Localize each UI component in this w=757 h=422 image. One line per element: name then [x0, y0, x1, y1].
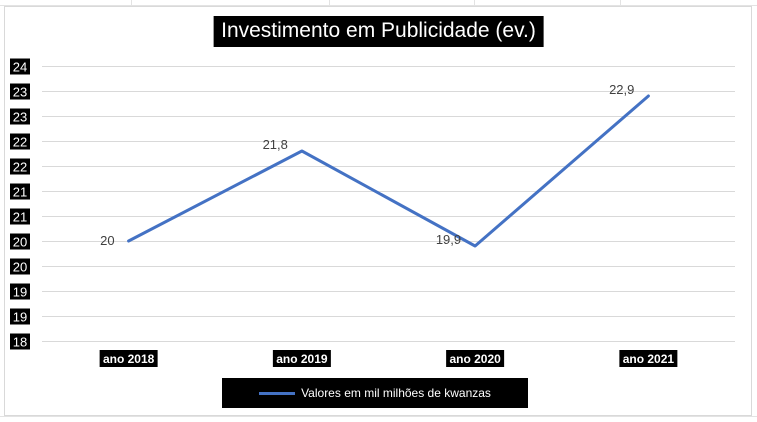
data-label: 22,9	[609, 82, 634, 97]
y-tick-label-bg	[10, 83, 30, 100]
legend-entry: Valores em mil milhões de kwanzas	[301, 386, 491, 400]
chart-title: Investimento em Publicidade (ev.)	[213, 16, 544, 47]
y-tick: 21	[10, 208, 30, 225]
y-tick-label: 19	[13, 310, 27, 325]
x-tick-label: ano 2018	[103, 352, 155, 366]
data-label: 19,9	[436, 232, 461, 247]
y-tick-label-bg	[10, 283, 30, 300]
y-tick: 21	[10, 183, 30, 200]
y-axis: 24 23 23 22 22 21 21 20 20 19 19 18	[10, 58, 30, 350]
y-tick-label-bg	[10, 158, 30, 175]
horizontal-gridlines	[42, 66, 735, 342]
x-tick: ano 2020	[446, 350, 505, 367]
y-tick: 24	[10, 58, 30, 75]
chart-area	[4, 6, 752, 416]
y-tick-label-bg	[10, 133, 30, 150]
chart-legend: Valores em mil milhões de kwanzas	[222, 378, 528, 408]
data-labels: 20 21,8 19,9 22,9	[100, 82, 634, 248]
y-tick-label-bg	[10, 333, 30, 350]
y-tick: 23	[10, 108, 30, 125]
y-tick-label: 20	[13, 260, 27, 275]
y-tick-label: 21	[13, 210, 27, 225]
x-tick-label: ano 2020	[449, 352, 501, 366]
y-tick: 20	[10, 258, 30, 275]
y-tick-label: 23	[13, 85, 27, 100]
y-tick: 23	[10, 83, 30, 100]
y-tick-label-bg	[10, 308, 30, 325]
x-tick-label-bg	[446, 350, 505, 367]
series-line	[127, 94, 650, 248]
y-tick-label: 19	[13, 285, 27, 300]
x-tick: ano 2021	[619, 350, 678, 367]
series-group	[127, 94, 650, 248]
y-tick: 19	[10, 283, 30, 300]
data-label: 20	[100, 233, 114, 248]
x-tick-label-bg	[272, 350, 331, 367]
x-tick-label: ano 2021	[623, 352, 675, 366]
y-tick: 22	[10, 158, 30, 175]
x-tick: ano 2018	[99, 350, 158, 367]
y-tick-label-bg	[10, 258, 30, 275]
y-tick-label-bg	[10, 233, 30, 250]
x-tick: ano 2019	[272, 350, 331, 367]
y-tick-label: 18	[13, 335, 27, 350]
x-axis: ano 2018 ano 2019 ano 2020 ano 2021	[99, 350, 678, 367]
x-tick-label: ano 2019	[276, 352, 328, 366]
y-tick-label: 24	[13, 60, 27, 75]
y-tick: 19	[10, 308, 30, 325]
x-tick-label-bg	[99, 350, 158, 367]
y-tick-label-bg	[10, 108, 30, 125]
y-tick-label: 22	[13, 160, 27, 175]
legend-line-swatch	[259, 391, 296, 395]
data-label: 21,8	[263, 137, 288, 152]
y-tick-label: 23	[13, 110, 27, 125]
y-tick: 18	[10, 333, 30, 350]
y-tick: 22	[10, 133, 30, 150]
x-tick-label-bg	[619, 350, 678, 367]
y-tick-label-bg	[10, 183, 30, 200]
y-tick-label: 21	[13, 185, 27, 200]
y-tick-label-bg	[10, 208, 30, 225]
y-tick: 20	[10, 233, 30, 250]
y-tick-label-bg	[10, 58, 30, 75]
y-tick-label: 20	[13, 235, 27, 250]
y-tick-label: 22	[13, 135, 27, 150]
